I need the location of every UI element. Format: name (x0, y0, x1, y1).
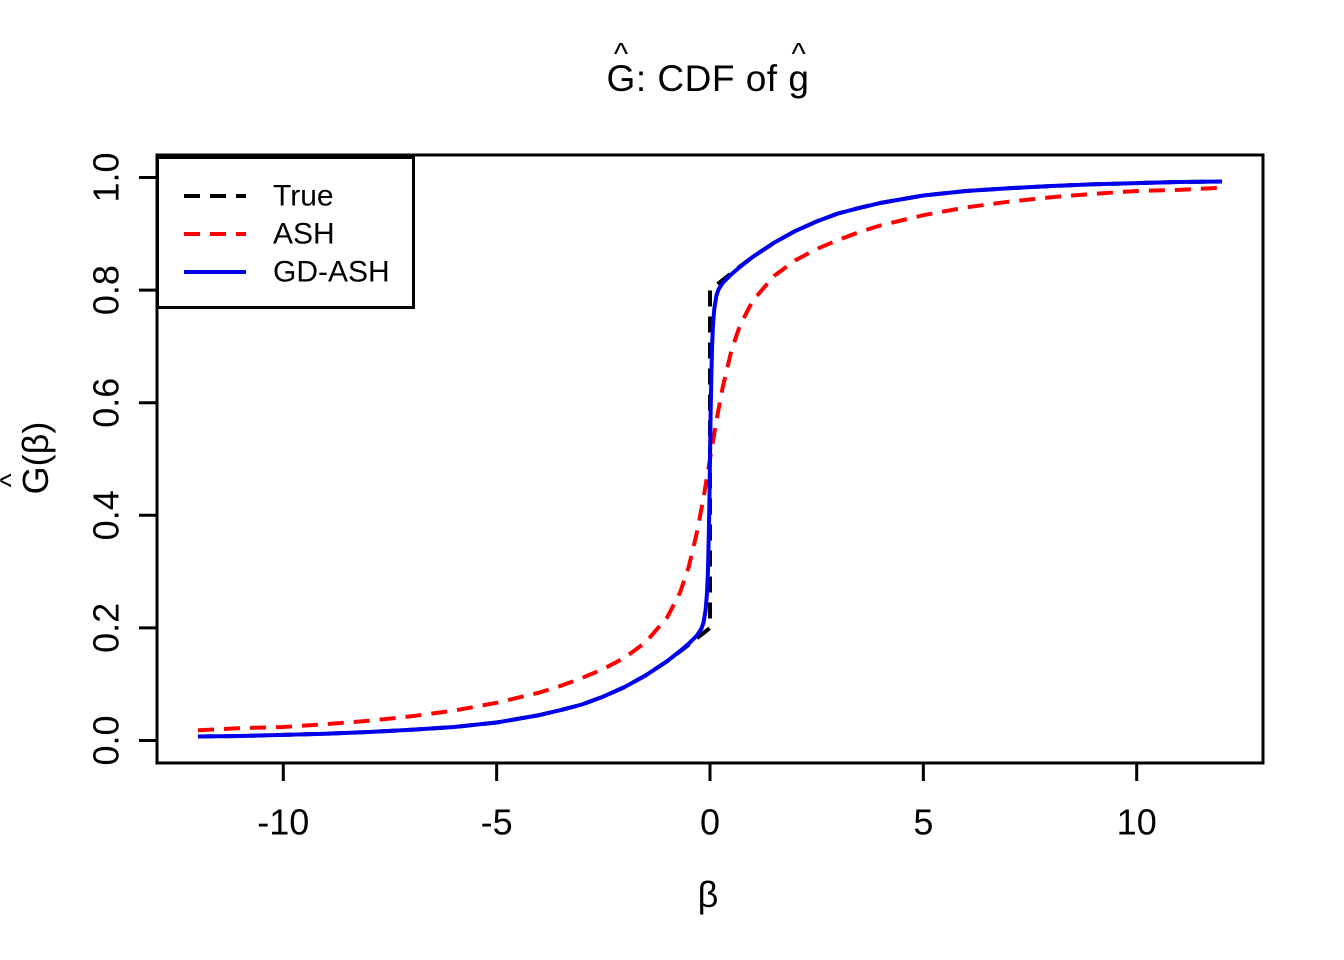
hat-icon: ^ (0, 473, 28, 487)
title-g-hat-upper: ^ G (606, 39, 636, 100)
title-g-lower: g (788, 58, 810, 99)
ylab-g-hat: ^G (0, 466, 57, 494)
y-tick-label: 0.8 (86, 265, 127, 315)
x-tick-label: -10 (257, 802, 309, 843)
title-middle: : CDF of (635, 58, 789, 99)
x-axis-label: β (697, 874, 719, 915)
y-tick-label: 0.6 (86, 378, 127, 428)
y-tick-label: 0.0 (85, 715, 126, 765)
x-tick-label: 0 (700, 802, 720, 843)
ylab-rest: (β) (15, 421, 56, 467)
y-tick-label: 1.0 (86, 152, 127, 202)
y-axis-label: ^G(β) (0, 421, 57, 495)
title-g-hat-lower: ^ g (788, 39, 810, 100)
title-g-upper: G (606, 58, 636, 99)
hat-icon: ^ (791, 37, 807, 71)
legend-label-ash: ASH (273, 218, 335, 251)
y-tick-label: 0.4 (85, 490, 126, 540)
legend-label-true: True (273, 180, 334, 213)
legend-label-gd-ash: GD-ASH (273, 256, 390, 289)
x-tick-label: -5 (481, 802, 513, 843)
x-tick-label: 10 (1117, 802, 1157, 843)
plot-title: ^ G: CDF of ^ g (606, 39, 810, 100)
hat-icon: ^ (613, 37, 629, 71)
x-tick-label: 5 (913, 802, 933, 843)
legend-box (156, 156, 415, 309)
y-tick-label: 0.2 (85, 603, 126, 653)
curve-gd-ash (197, 179, 1223, 739)
